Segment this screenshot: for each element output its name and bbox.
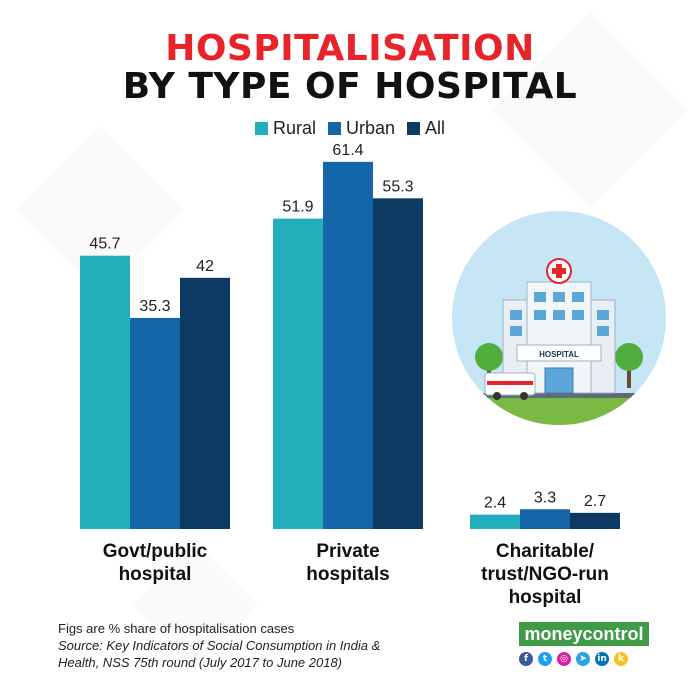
linkedin-icon[interactable]: in xyxy=(595,652,609,666)
value-label-urban-1: 61.4 xyxy=(332,142,363,159)
value-label-all-2: 2.7 xyxy=(584,493,606,510)
bars-group xyxy=(80,161,620,530)
bar-all-2 xyxy=(570,512,620,529)
value-label-rural-0: 45.7 xyxy=(89,236,120,253)
category-label-2-line-2: hospital xyxy=(509,587,582,608)
value-label-all-0: 42 xyxy=(196,258,214,275)
bar-rural-0 xyxy=(80,255,130,530)
bar-urban-2 xyxy=(520,509,570,529)
legend-label-all: All xyxy=(425,118,446,138)
bar-all-0 xyxy=(180,277,230,529)
bar-urban-0 xyxy=(130,317,180,529)
koo-icon[interactable]: k xyxy=(614,652,628,666)
twitter-icon[interactable]: t xyxy=(538,652,552,666)
footnote: Figs are % share of hospitalisation case… xyxy=(58,621,295,636)
legend-swatch-urban xyxy=(327,122,341,135)
value-label-urban-2: 3.3 xyxy=(534,489,556,506)
source-line-2: Health, NSS 75th round (July 2017 to Jun… xyxy=(58,655,343,670)
social-icons: f t ◎ ➤ in k xyxy=(519,652,628,666)
chart-title-line2: BY TYPE OF HOSPITAL xyxy=(122,66,578,107)
ambulance-icon xyxy=(484,372,536,400)
legend: Rural Urban All xyxy=(0,118,700,139)
category-label-1-line-0: Private xyxy=(316,541,379,562)
legend-swatch-rural xyxy=(254,122,268,135)
legend-label-rural: Rural xyxy=(272,118,316,138)
category-label-0-line-1: hospital xyxy=(119,564,192,585)
instagram-icon[interactable]: ◎ xyxy=(557,652,571,666)
legend-item-all: All xyxy=(407,118,445,139)
value-label-all-1: 55.3 xyxy=(382,178,413,195)
facebook-icon[interactable]: f xyxy=(519,652,533,666)
hospital-sign-text: HOSPITAL xyxy=(539,350,579,359)
legend-item-urban: Urban xyxy=(327,118,396,139)
hospital-illustration: HOSPITAL xyxy=(452,211,666,425)
category-label-2-line-1: trust/NGO-run xyxy=(481,564,609,585)
legend-item-rural: Rural xyxy=(254,118,316,139)
telegram-icon[interactable]: ➤ xyxy=(576,652,590,666)
bar-rural-1 xyxy=(273,218,323,529)
category-labels-group: Govt/publichospitalPrivatehospitalsChari… xyxy=(103,541,609,608)
red-cross-icon xyxy=(546,258,572,284)
legend-label-urban: Urban xyxy=(345,118,396,138)
category-label-1-line-1: hospitals xyxy=(306,564,389,585)
tree-icon xyxy=(615,343,643,388)
chart-title-line1: HOSPITALISATION xyxy=(165,28,535,69)
category-label-2-line-0: Charitable/ xyxy=(496,541,595,562)
footer-notes: Figs are % share of hospitalisation case… xyxy=(58,620,380,671)
value-label-rural-2: 2.4 xyxy=(484,495,506,512)
value-label-urban-0: 35.3 xyxy=(139,298,170,315)
category-label-0-line-0: Govt/public xyxy=(103,541,208,562)
value-label-rural-1: 51.9 xyxy=(282,199,313,216)
bar-urban-1 xyxy=(323,161,373,529)
bar-all-1 xyxy=(373,198,423,529)
moneycontrol-logo: moneycontrol xyxy=(519,622,649,646)
bar-rural-2 xyxy=(470,514,520,529)
value-labels-group: 45.7 35.3 42 51.9 61.4 55.3 2.4 3.3 2.7 xyxy=(89,142,606,512)
legend-swatch-all xyxy=(407,122,421,135)
source-line-1: Source: Key Indicators of Social Consump… xyxy=(58,638,381,653)
